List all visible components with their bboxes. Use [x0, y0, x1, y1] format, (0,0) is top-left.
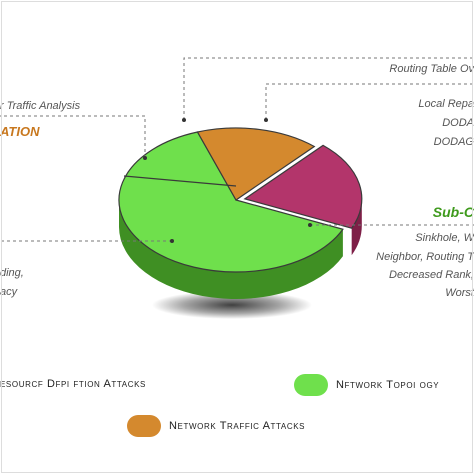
leader-dot: [264, 118, 268, 122]
annotation-sinkhole: Sinkhole, W: [415, 232, 474, 244]
legend-label: esourcf Dfpi ftion Attacks: [0, 378, 146, 390]
leader-dot: [308, 223, 312, 227]
pie-side-network-topology-attacks: [119, 200, 343, 299]
pie-slice-resource-depletion-attacks: [243, 144, 363, 229]
leader-routing-table: [183, 57, 474, 120]
annotation-acy: acy: [0, 286, 18, 298]
leader-dot: [170, 239, 174, 243]
leader-lines: [0, 57, 474, 242]
pie-tops: [118, 127, 363, 273]
leader-dot: [143, 156, 147, 160]
annotation-heading-ation: ATION: [0, 124, 40, 139]
leader-traffic-analysis: [0, 115, 146, 158]
legend-item-network-traffic: Network Traffic Attacks: [127, 415, 305, 437]
leader-local-repair: [265, 83, 474, 120]
annotation-dodag-1: DODA: [442, 117, 474, 129]
annotation-traffic-analysis: r Traffic Analysis: [0, 100, 81, 112]
legend-swatch-green: [294, 374, 328, 396]
annotation-ding: ding,: [0, 267, 24, 279]
leader-dot: [182, 118, 186, 122]
annotation-routing-table: Routing Table Ov: [389, 63, 474, 75]
pie-slice-network-topology-attacks: [118, 131, 344, 273]
legend-swatch-orange: [127, 415, 161, 437]
pie-sides: [119, 198, 362, 299]
legend-label: Nftwork Topoi ogy: [336, 379, 440, 391]
annotation-dodag-2: DODAG: [433, 136, 474, 148]
annotation-decreased-rank: Decreased Rank,: [389, 269, 474, 281]
legend-item-network-topology: Nftwork Topoi ogy: [294, 374, 439, 396]
legend-label: Network Traffic Attacks: [169, 420, 306, 432]
annotation-local-repair: Local Repa: [418, 98, 474, 110]
chart-shadow: [152, 291, 312, 319]
pie-slice-network-traffic-attacks: [196, 127, 316, 201]
annotation-heading-sub: Sub-C: [432, 204, 474, 220]
pie-side-resource-depletion-attacks: [351, 198, 362, 256]
pie-slice-divider: [123, 175, 237, 187]
annotation-worst: Worst: [445, 287, 474, 299]
legend-item-resource-depletion: esourcf Dfpi ftion Attacks: [0, 378, 146, 390]
annotation-neighbor: Neighbor, Routing T: [376, 251, 474, 263]
